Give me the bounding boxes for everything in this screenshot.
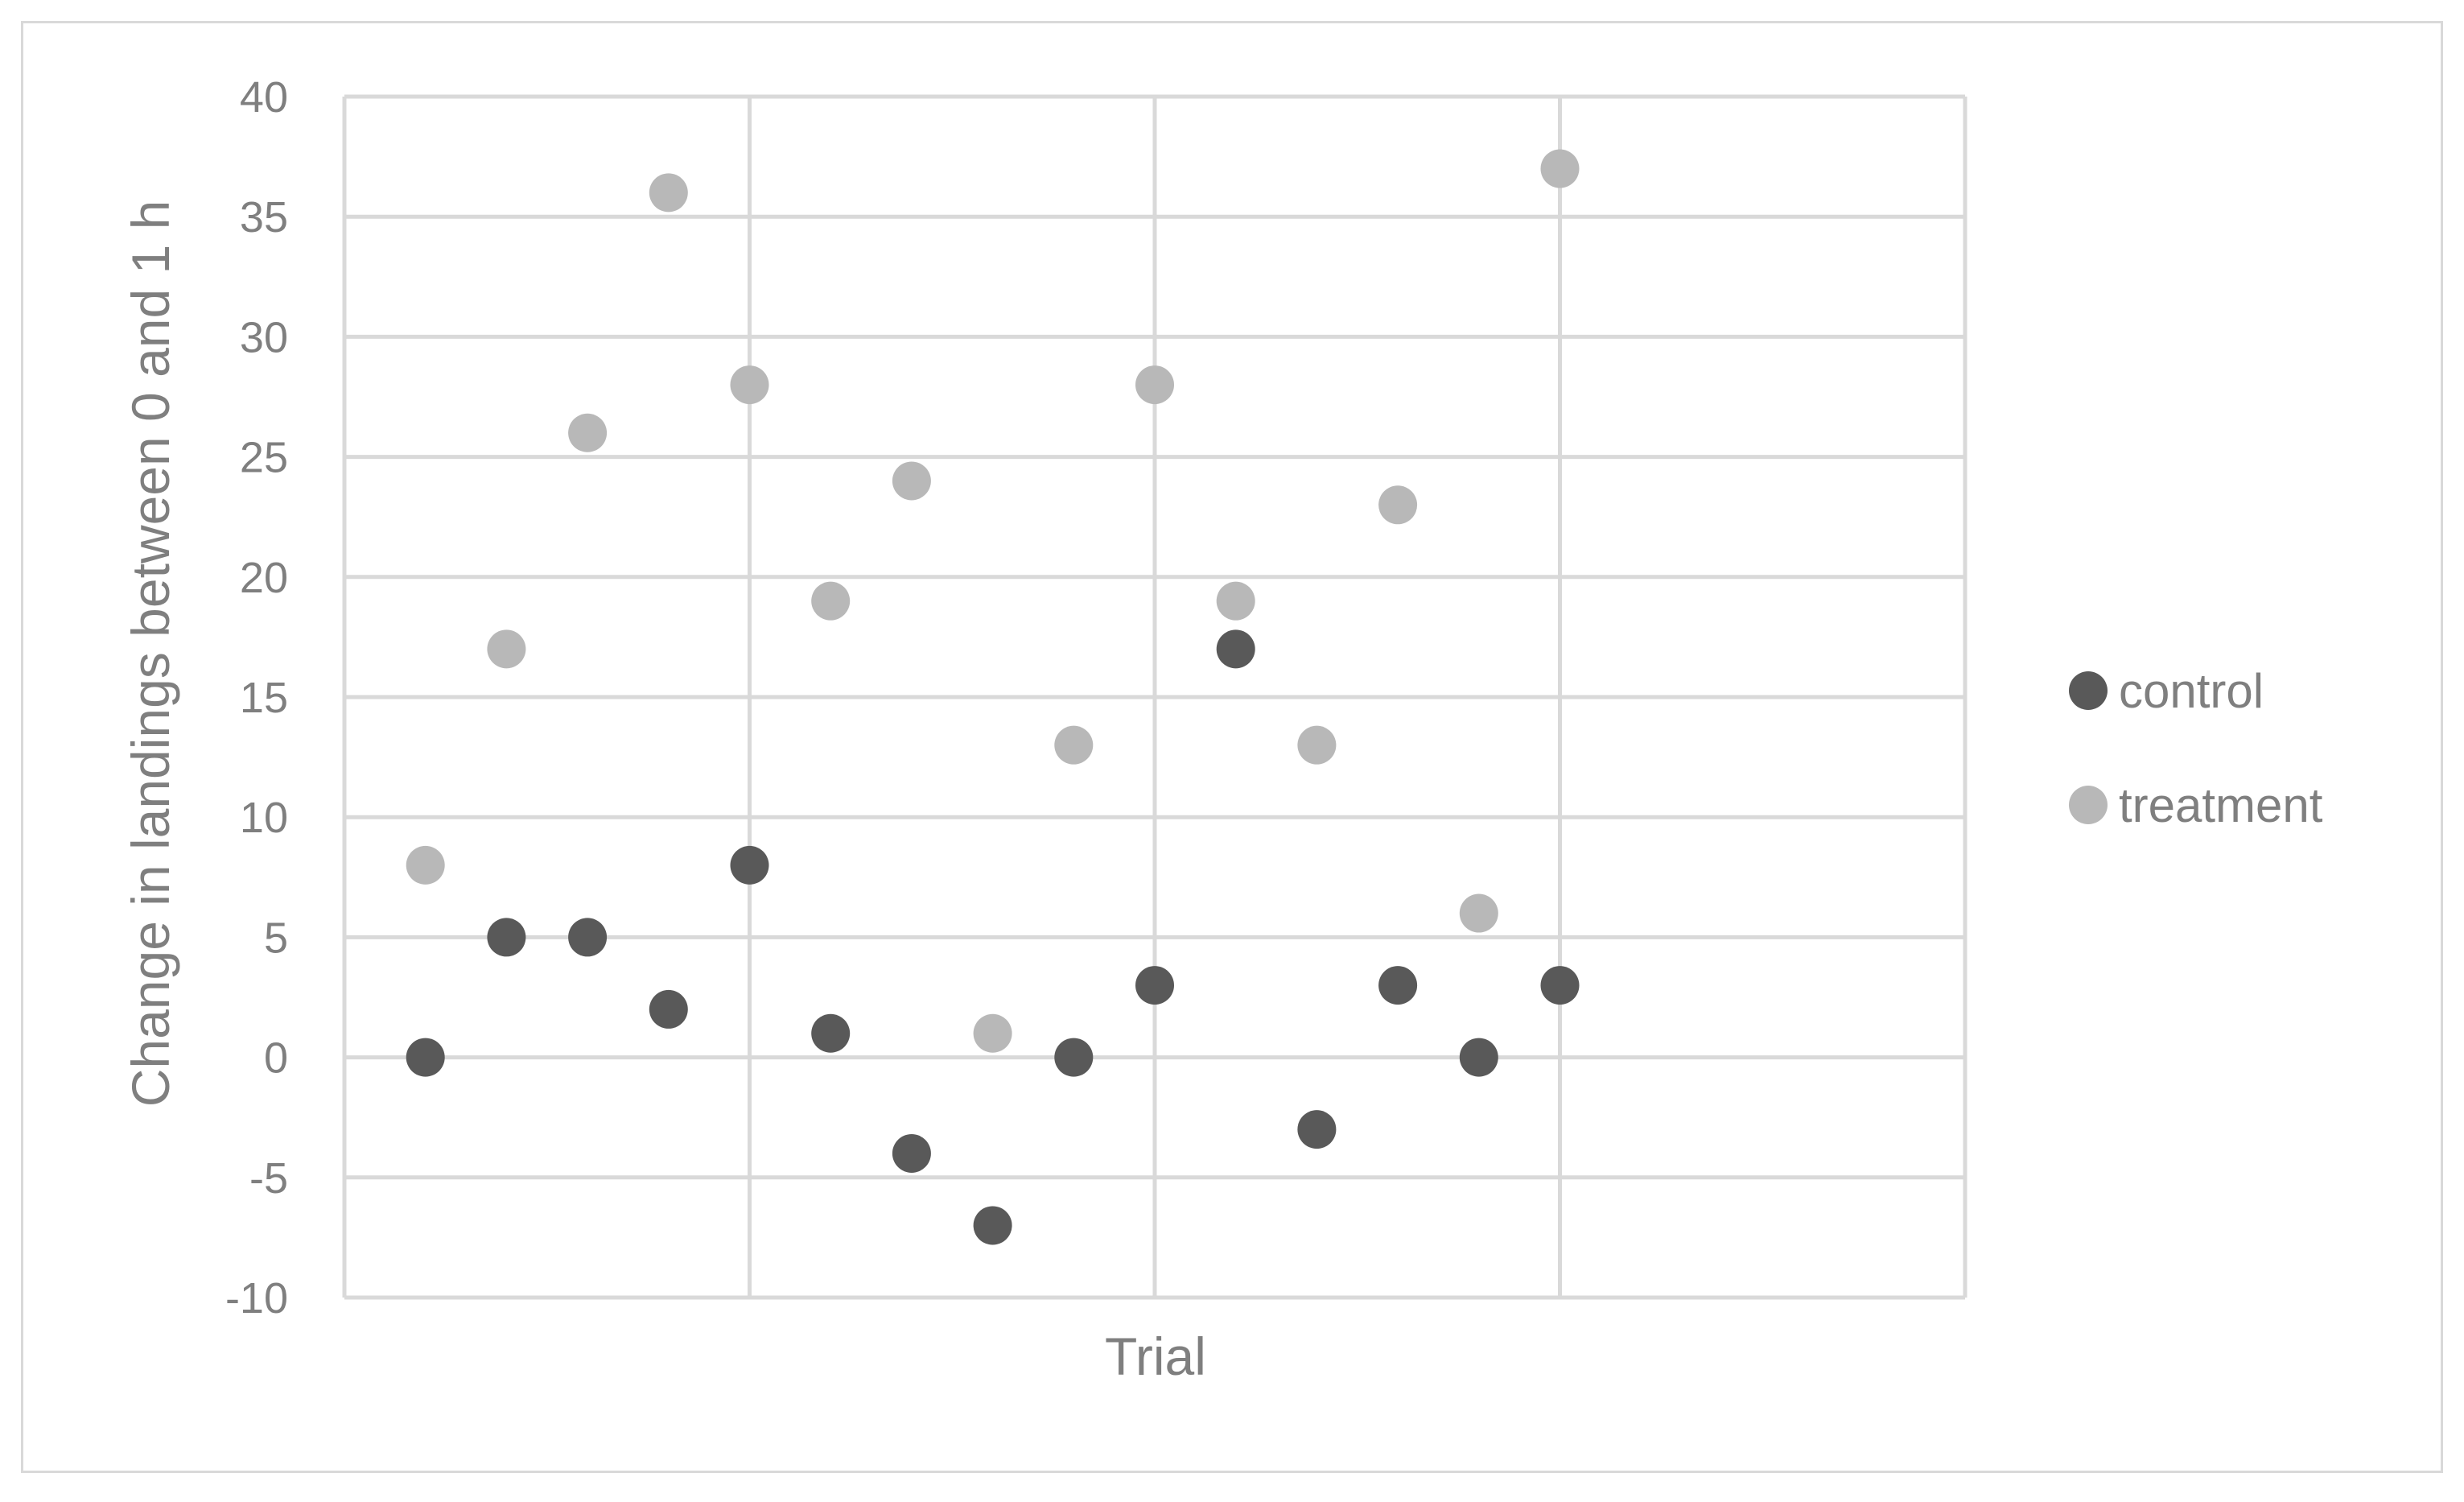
point-control bbox=[649, 989, 688, 1029]
point-treatment bbox=[568, 413, 608, 452]
y-tick-label: -10 bbox=[225, 1274, 288, 1323]
y-tick-label: 5 bbox=[264, 914, 288, 962]
point-control bbox=[973, 1206, 1012, 1245]
y-tick-label: -5 bbox=[249, 1154, 288, 1203]
y-axis-ticks: -10 -5 0 5 10 15 20 25 30 35 40 bbox=[225, 73, 288, 1323]
y-tick-label: 40 bbox=[240, 73, 288, 122]
legend-label: treatment bbox=[2119, 778, 2323, 832]
y-tick-label: 10 bbox=[240, 794, 288, 842]
point-treatment bbox=[811, 581, 851, 621]
legend-marker bbox=[2069, 786, 2108, 824]
y-tick-label: 15 bbox=[240, 674, 288, 722]
y-tick-label: 0 bbox=[264, 1034, 288, 1083]
point-control bbox=[1216, 629, 1255, 669]
point-control bbox=[487, 918, 526, 957]
point-control bbox=[892, 1133, 931, 1173]
point-treatment bbox=[649, 173, 688, 213]
point-control bbox=[568, 918, 608, 957]
legend-item-control: control bbox=[2069, 664, 2264, 718]
point-treatment bbox=[1378, 485, 1418, 525]
y-tick-label: 25 bbox=[240, 434, 288, 482]
point-treatment bbox=[1135, 365, 1174, 405]
y-tick-label: 20 bbox=[240, 554, 288, 602]
point-control bbox=[1054, 1038, 1094, 1077]
y-tick-label: 30 bbox=[240, 313, 288, 361]
point-treatment bbox=[730, 365, 769, 405]
series-control bbox=[406, 629, 1580, 1245]
point-treatment bbox=[973, 1013, 1012, 1053]
chart-frame bbox=[21, 21, 2443, 1473]
y-axis-title: Change in landings between 0 and 1 h bbox=[121, 200, 180, 1108]
legend: control treatment bbox=[2069, 664, 2323, 832]
point-treatment bbox=[406, 845, 445, 885]
point-treatment bbox=[1216, 581, 1255, 621]
legend-label: control bbox=[2119, 664, 2264, 718]
point-treatment bbox=[1297, 725, 1337, 765]
point-control bbox=[730, 845, 769, 885]
series-treatment bbox=[406, 149, 1580, 1053]
point-control bbox=[1459, 1038, 1498, 1077]
legend-item-treatment: treatment bbox=[2069, 778, 2323, 832]
gridlines bbox=[342, 94, 1967, 1300]
point-control bbox=[811, 1013, 851, 1053]
point-control bbox=[406, 1038, 445, 1077]
point-treatment bbox=[1540, 149, 1580, 188]
point-treatment bbox=[1054, 725, 1094, 765]
point-control bbox=[1135, 966, 1174, 1005]
y-tick-label: 35 bbox=[240, 193, 288, 241]
data-points bbox=[406, 149, 1580, 1245]
point-control bbox=[1297, 1110, 1337, 1149]
point-control bbox=[1540, 966, 1580, 1005]
legend-marker bbox=[2069, 671, 2108, 710]
x-axis-title: Trial bbox=[1105, 1327, 1206, 1386]
point-treatment bbox=[1459, 893, 1498, 933]
point-treatment bbox=[892, 461, 931, 501]
point-control bbox=[1378, 966, 1418, 1005]
point-treatment bbox=[487, 629, 526, 669]
